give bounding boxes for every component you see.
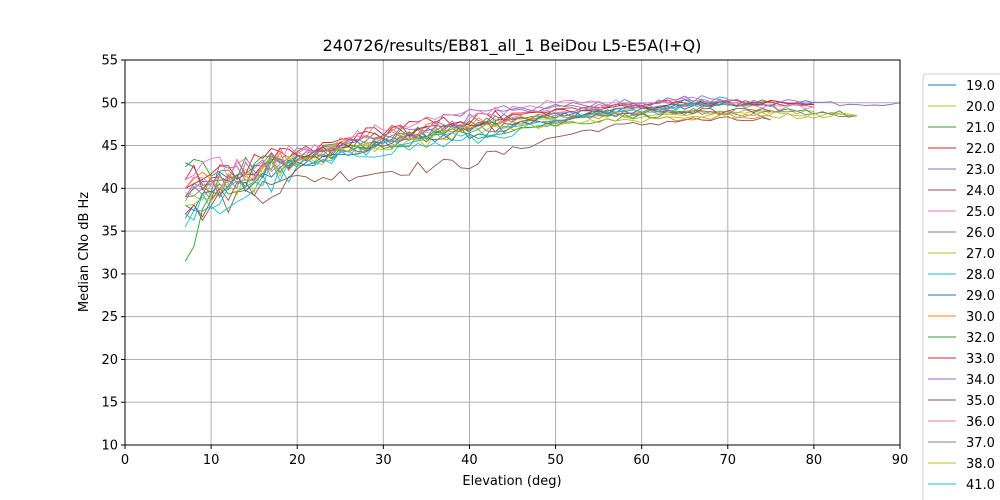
x-tick-label: 90 bbox=[892, 453, 909, 468]
y-tick-label: 30 bbox=[101, 267, 118, 282]
y-tick-label: 45 bbox=[101, 139, 118, 154]
x-tick-label: 50 bbox=[547, 453, 564, 468]
y-axis-label: Median CNo dB Hz bbox=[77, 192, 92, 312]
legend-label: 36.0 bbox=[966, 415, 995, 430]
x-tick-label: 60 bbox=[633, 453, 650, 468]
y-tick-label: 55 bbox=[101, 54, 118, 69]
series-line-32.0 bbox=[184, 103, 857, 262]
series-line-36.0 bbox=[184, 101, 814, 189]
y-tick-label: 50 bbox=[101, 96, 118, 111]
legend: 19.0 20.0 21.0 22.0 23.0 24.0 25.0 26.0 27.0 28.0… bbox=[922, 73, 1000, 500]
legend-box bbox=[922, 73, 1000, 500]
y-tick-label: 20 bbox=[101, 353, 118, 368]
legend-label: 20.0 bbox=[966, 100, 995, 115]
y-tick-label: 40 bbox=[101, 182, 118, 197]
x-tick-label: 30 bbox=[375, 453, 392, 468]
y-tick-label: 15 bbox=[101, 396, 118, 411]
series-line-28.0 bbox=[184, 96, 728, 228]
legend-label: 23.0 bbox=[966, 163, 995, 178]
x-tick-label: 0 bbox=[121, 453, 129, 468]
legend-label: 30.0 bbox=[966, 310, 995, 325]
series-line-35.0 bbox=[184, 107, 771, 218]
series-line-20.0 bbox=[185, 109, 857, 199]
legend-label: 37.0 bbox=[966, 436, 995, 451]
plot-frame bbox=[124, 59, 901, 446]
series-group bbox=[184, 95, 901, 262]
legend-label: 24.0 bbox=[966, 184, 995, 199]
y-tick-label: 25 bbox=[101, 310, 118, 325]
series-line-23.0 bbox=[184, 98, 901, 198]
legend-label: 27.0 bbox=[966, 247, 995, 262]
legend-label: 34.0 bbox=[966, 373, 995, 388]
legend-label: 32.0 bbox=[966, 331, 995, 346]
series-line-24.0 bbox=[184, 116, 771, 222]
x-tick-label: 70 bbox=[720, 453, 737, 468]
legend-label: 38.0 bbox=[966, 457, 995, 472]
x-axis-label: Elevation (deg) bbox=[462, 474, 561, 489]
legend-label: 21.0 bbox=[966, 121, 995, 136]
series-line-38.0 bbox=[185, 111, 857, 206]
y-tick-label: 10 bbox=[101, 439, 118, 454]
legend-label: 25.0 bbox=[966, 205, 995, 220]
legend-label: 28.0 bbox=[966, 268, 995, 283]
x-tick-label: 20 bbox=[289, 453, 306, 468]
legend-label: 22.0 bbox=[966, 142, 995, 157]
series-line-33.0 bbox=[185, 99, 814, 189]
x-tick-label: 40 bbox=[461, 453, 478, 468]
legend-label: 26.0 bbox=[966, 226, 995, 241]
series-line-37.0 bbox=[185, 107, 857, 202]
chart-title: 240726/results/EB81_all_1 BeiDou L5-E5A(… bbox=[323, 36, 702, 56]
legend-label: 35.0 bbox=[966, 394, 995, 409]
legend-label: 33.0 bbox=[966, 352, 995, 367]
legend-label: 29.0 bbox=[966, 289, 995, 304]
legend-label: 41.0 bbox=[966, 478, 995, 493]
x-tick-label: 80 bbox=[806, 453, 823, 468]
y-tick-label: 35 bbox=[101, 225, 118, 240]
series-line-41.0 bbox=[185, 102, 728, 222]
legend-label: 19.0 bbox=[966, 79, 995, 94]
x-tick-label: 10 bbox=[203, 453, 220, 468]
series-line-34.0 bbox=[184, 95, 814, 198]
